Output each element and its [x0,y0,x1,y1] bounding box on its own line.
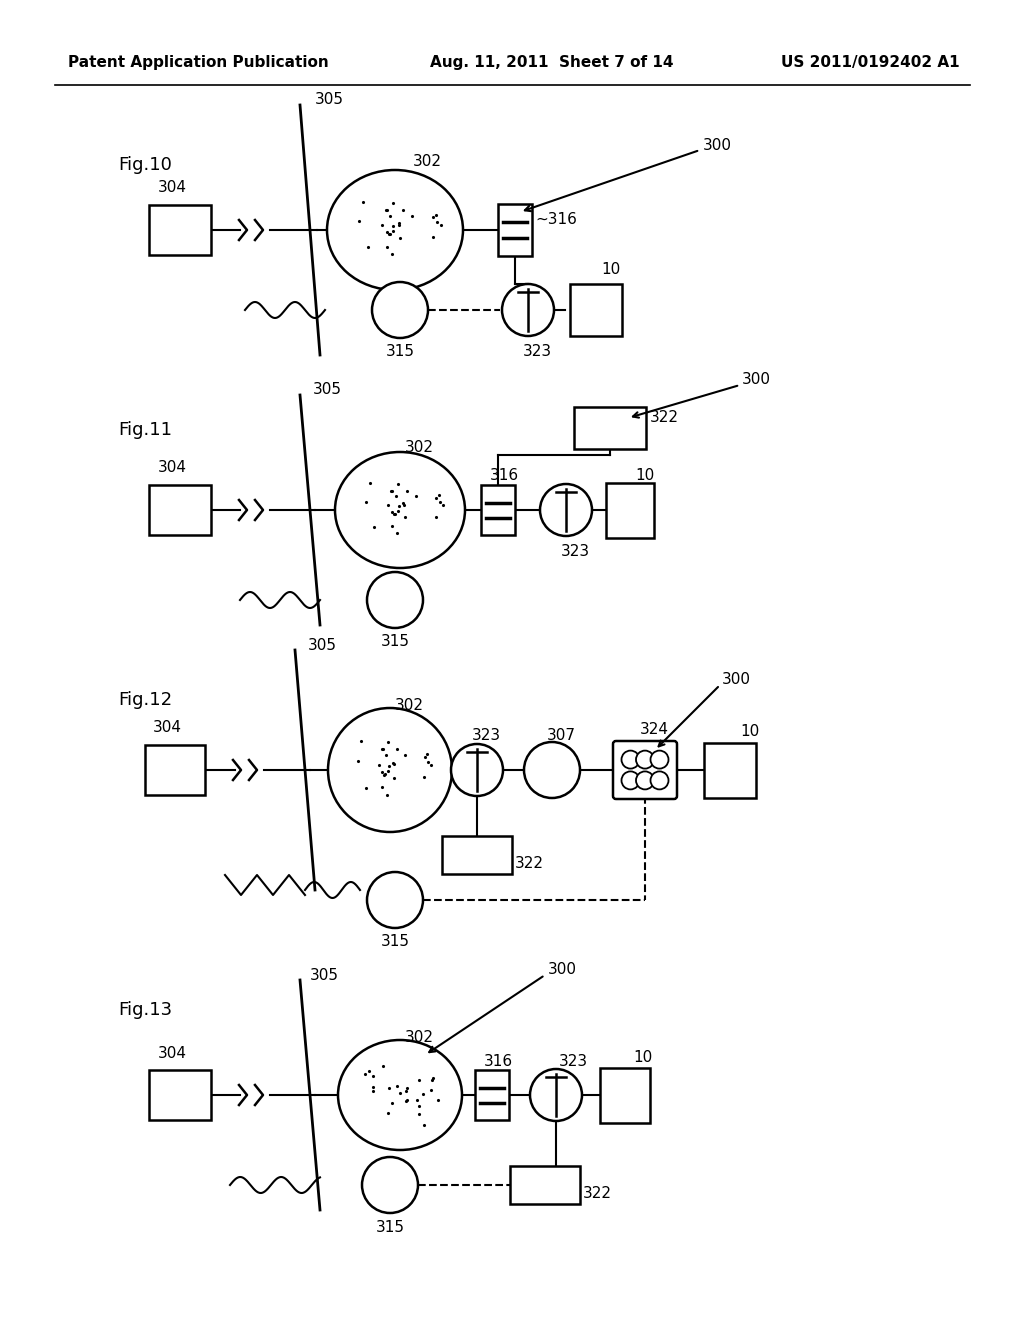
Text: 315: 315 [385,345,415,359]
Text: 323: 323 [561,544,590,560]
Circle shape [530,1069,582,1121]
Text: 304: 304 [158,461,186,475]
Text: 324: 324 [640,722,669,738]
Bar [442,836,512,874]
Text: 315: 315 [376,1220,404,1234]
Circle shape [524,742,580,799]
Circle shape [650,771,669,789]
Text: Fig.10: Fig.10 [118,156,172,174]
Bar [481,484,515,535]
Circle shape [362,1158,418,1213]
Bar [570,284,622,337]
Circle shape [622,751,640,768]
Text: 322: 322 [650,411,679,425]
Text: 10: 10 [635,467,654,483]
Text: 300: 300 [722,672,751,688]
Circle shape [636,771,654,789]
Ellipse shape [327,170,463,290]
Circle shape [540,484,592,536]
Bar [606,483,654,537]
Bar [600,1068,650,1122]
Circle shape [372,282,428,338]
Text: 10: 10 [740,725,759,739]
Text: 10: 10 [601,263,621,277]
Circle shape [502,284,554,337]
Text: 316: 316 [484,1055,513,1069]
Text: 315: 315 [381,635,410,649]
Ellipse shape [335,451,465,568]
Ellipse shape [338,1040,462,1150]
Text: 302: 302 [406,440,434,454]
Text: 305: 305 [308,638,337,652]
Circle shape [622,771,640,789]
Bar [705,742,756,797]
Text: 323: 323 [472,727,501,742]
Text: 300: 300 [548,962,577,978]
Text: 323: 323 [523,345,552,359]
Text: US 2011/0192402 A1: US 2011/0192402 A1 [781,54,961,70]
Text: Fig.12: Fig.12 [118,690,172,709]
Text: 305: 305 [313,383,342,397]
Text: 307: 307 [547,727,575,742]
Text: 315: 315 [381,935,410,949]
Bar [150,205,211,255]
Bar [498,205,532,256]
Circle shape [367,572,423,628]
Text: 305: 305 [310,968,339,982]
Bar [510,1166,580,1204]
Circle shape [650,751,669,768]
Text: Aug. 11, 2011  Sheet 7 of 14: Aug. 11, 2011 Sheet 7 of 14 [430,54,674,70]
Text: 300: 300 [703,137,732,153]
Bar [150,1071,211,1119]
Text: 316: 316 [490,467,519,483]
Text: 302: 302 [413,154,442,169]
Text: 323: 323 [559,1055,588,1069]
Text: Patent Application Publication: Patent Application Publication [68,54,329,70]
Text: 300: 300 [742,372,771,388]
Text: 10: 10 [633,1049,652,1064]
Bar [145,744,205,795]
Text: 322: 322 [515,855,544,870]
Bar [150,484,211,535]
Text: 304: 304 [153,721,181,735]
Bar [574,407,646,449]
Text: 305: 305 [315,92,344,107]
Circle shape [367,873,423,928]
Ellipse shape [328,708,452,832]
Text: ~316: ~316 [535,213,577,227]
Circle shape [636,751,654,768]
Circle shape [451,744,503,796]
Bar [475,1071,509,1119]
Text: Fig.13: Fig.13 [118,1001,172,1019]
Text: 322: 322 [583,1185,612,1200]
Text: 302: 302 [395,697,424,713]
Text: 304: 304 [158,181,186,195]
FancyBboxPatch shape [613,741,677,799]
Text: 304: 304 [158,1045,186,1060]
Text: 302: 302 [406,1030,434,1044]
Text: Fig.11: Fig.11 [118,421,172,440]
